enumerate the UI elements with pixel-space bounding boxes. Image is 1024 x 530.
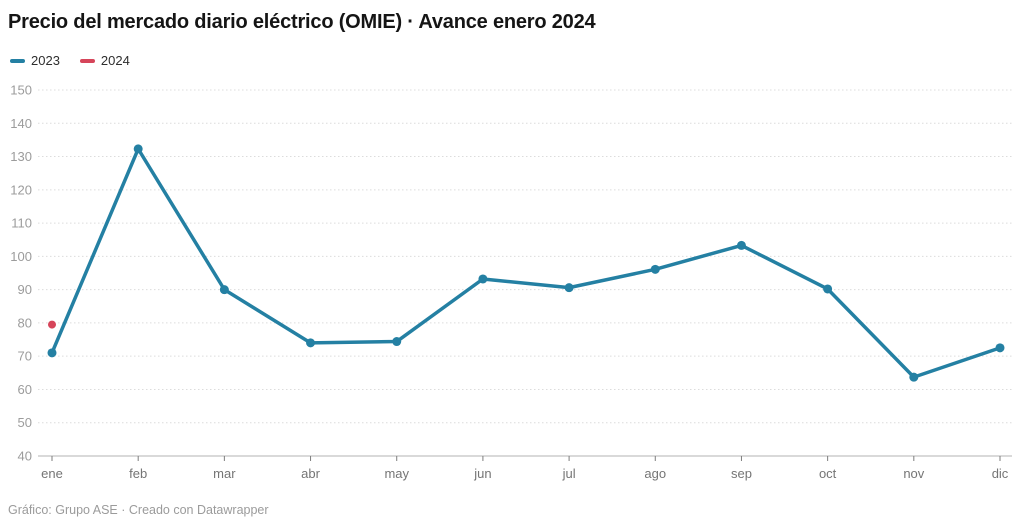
x-tick-label-feb: feb: [129, 466, 147, 481]
y-tick-label-80: 80: [18, 315, 32, 330]
y-tick-label-90: 90: [18, 282, 32, 297]
data-point-2023-may: [392, 337, 402, 347]
chart-credit: Gráfico: Grupo ASE · Creado con Datawrap…: [8, 503, 269, 517]
y-tick-label-50: 50: [18, 415, 32, 430]
y-tick-label-120: 120: [10, 182, 32, 197]
x-tick-label-ene: ene: [41, 466, 63, 481]
data-point-2023-jun: [478, 274, 488, 284]
x-tick-label-jun: jun: [473, 466, 491, 481]
legend-swatch-2023: [10, 58, 25, 63]
x-tick-label-oct: oct: [819, 466, 837, 481]
x-tick-label-jul: jul: [562, 466, 576, 481]
x-tick-label-ago: ago: [644, 466, 666, 481]
x-tick-label-nov: nov: [903, 466, 924, 481]
data-point-2023-ago: [650, 264, 660, 274]
x-tick-label-mar: mar: [213, 466, 236, 481]
series-line-2023: [50, 147, 1002, 379]
data-point-2023-oct: [823, 284, 833, 294]
y-tick-label-60: 60: [18, 382, 32, 397]
x-tick-label-dic: dic: [992, 466, 1009, 481]
y-tick-label-70: 70: [18, 349, 32, 364]
legend-item-2024: 2024: [79, 53, 130, 68]
data-point-2023-mar: [219, 285, 229, 295]
x-tick-label-abr: abr: [301, 466, 320, 481]
data-point-2023-dic: [995, 343, 1005, 353]
y-tick-label-40: 40: [18, 449, 32, 464]
legend-swatch-2024: [79, 58, 95, 63]
legend: 2023 2024: [10, 53, 130, 68]
data-point-2024-ene: [48, 320, 56, 329]
legend-label-2023: 2023: [31, 53, 60, 68]
data-point-2023-jul: [564, 283, 574, 293]
data-point-2023-sep: [736, 240, 746, 250]
y-tick-label-140: 140: [10, 116, 32, 131]
x-tick-label-may: may: [384, 466, 409, 481]
y-tick-label-130: 130: [10, 149, 32, 164]
y-tick-label-110: 110: [11, 216, 32, 231]
data-point-2023-abr: [306, 338, 316, 348]
legend-label-2024: 2024: [100, 53, 130, 68]
chart-title: Precio del mercado diario eléctrico (OMI…: [8, 11, 596, 33]
y-tick-label-150: 150: [10, 83, 32, 98]
data-point-2023-feb: [133, 144, 143, 154]
legend-item-2023: 2023: [10, 53, 60, 68]
data-point-2023-nov: [909, 372, 919, 382]
data-point-2023-ene: [47, 348, 57, 358]
x-tick-label-sep: sep: [731, 466, 752, 481]
y-tick-label-100: 100: [10, 249, 32, 264]
